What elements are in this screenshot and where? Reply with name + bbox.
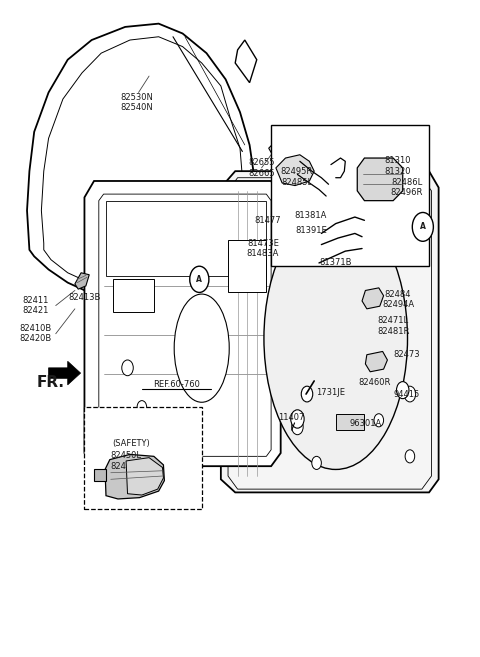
Ellipse shape bbox=[174, 294, 229, 402]
Text: 82655
82665: 82655 82665 bbox=[248, 158, 275, 177]
Text: 81477: 81477 bbox=[254, 216, 281, 225]
Circle shape bbox=[301, 386, 313, 402]
Polygon shape bbox=[362, 288, 384, 309]
Circle shape bbox=[396, 382, 409, 399]
Text: 81473E
81483A: 81473E 81483A bbox=[247, 238, 279, 258]
Polygon shape bbox=[345, 144, 365, 164]
Polygon shape bbox=[48, 361, 81, 385]
Text: (SAFETY): (SAFETY) bbox=[112, 439, 150, 447]
Text: 82411
82421: 82411 82421 bbox=[22, 296, 48, 315]
Polygon shape bbox=[228, 240, 266, 292]
Ellipse shape bbox=[264, 207, 408, 470]
FancyBboxPatch shape bbox=[84, 407, 202, 509]
Text: 81391E: 81391E bbox=[295, 225, 327, 235]
Polygon shape bbox=[314, 135, 346, 164]
Text: A: A bbox=[196, 275, 202, 284]
Polygon shape bbox=[235, 40, 257, 83]
Ellipse shape bbox=[276, 212, 319, 255]
Text: A: A bbox=[420, 222, 426, 231]
Circle shape bbox=[404, 386, 416, 402]
Polygon shape bbox=[27, 24, 254, 306]
Polygon shape bbox=[269, 137, 310, 166]
FancyBboxPatch shape bbox=[271, 125, 429, 266]
Text: 82460R: 82460R bbox=[359, 378, 391, 387]
Circle shape bbox=[292, 419, 303, 435]
Polygon shape bbox=[84, 181, 281, 466]
Polygon shape bbox=[365, 351, 387, 372]
Text: FR.: FR. bbox=[36, 374, 65, 390]
Text: 94415: 94415 bbox=[394, 390, 420, 399]
Circle shape bbox=[190, 266, 209, 292]
Circle shape bbox=[312, 457, 322, 470]
Text: 82450L
82460R: 82450L 82460R bbox=[110, 451, 142, 470]
Text: 82484
82494A: 82484 82494A bbox=[382, 290, 414, 309]
Circle shape bbox=[291, 410, 304, 428]
Polygon shape bbox=[94, 470, 106, 481]
Text: 82410B
82420B: 82410B 82420B bbox=[19, 324, 51, 344]
Text: 82413B: 82413B bbox=[68, 292, 101, 302]
Text: 82486L
82496R: 82486L 82496R bbox=[390, 178, 423, 197]
Text: 82471L
82481R: 82471L 82481R bbox=[377, 316, 409, 336]
Text: 82530N
82540N: 82530N 82540N bbox=[120, 93, 154, 112]
Circle shape bbox=[122, 360, 133, 376]
Text: 11407: 11407 bbox=[278, 413, 305, 422]
Text: REF.60-760: REF.60-760 bbox=[154, 380, 200, 389]
Circle shape bbox=[412, 212, 433, 241]
Circle shape bbox=[178, 420, 187, 434]
Text: 82473: 82473 bbox=[393, 350, 420, 359]
Polygon shape bbox=[221, 171, 439, 492]
Text: 1731JE: 1731JE bbox=[316, 388, 346, 397]
Polygon shape bbox=[336, 414, 364, 430]
Circle shape bbox=[137, 401, 147, 414]
Polygon shape bbox=[75, 273, 89, 289]
Polygon shape bbox=[276, 155, 314, 185]
Text: 81381A: 81381A bbox=[295, 212, 327, 220]
Circle shape bbox=[123, 417, 132, 430]
Text: 82495R
82485L: 82495R 82485L bbox=[280, 168, 312, 187]
Polygon shape bbox=[357, 158, 403, 200]
Polygon shape bbox=[113, 279, 154, 312]
Text: 81310
81320: 81310 81320 bbox=[384, 156, 411, 175]
Text: 96301A: 96301A bbox=[349, 419, 382, 428]
Polygon shape bbox=[126, 458, 163, 495]
Text: 81371B: 81371B bbox=[320, 258, 352, 267]
Circle shape bbox=[405, 450, 415, 463]
Circle shape bbox=[374, 414, 384, 427]
Polygon shape bbox=[105, 455, 164, 499]
